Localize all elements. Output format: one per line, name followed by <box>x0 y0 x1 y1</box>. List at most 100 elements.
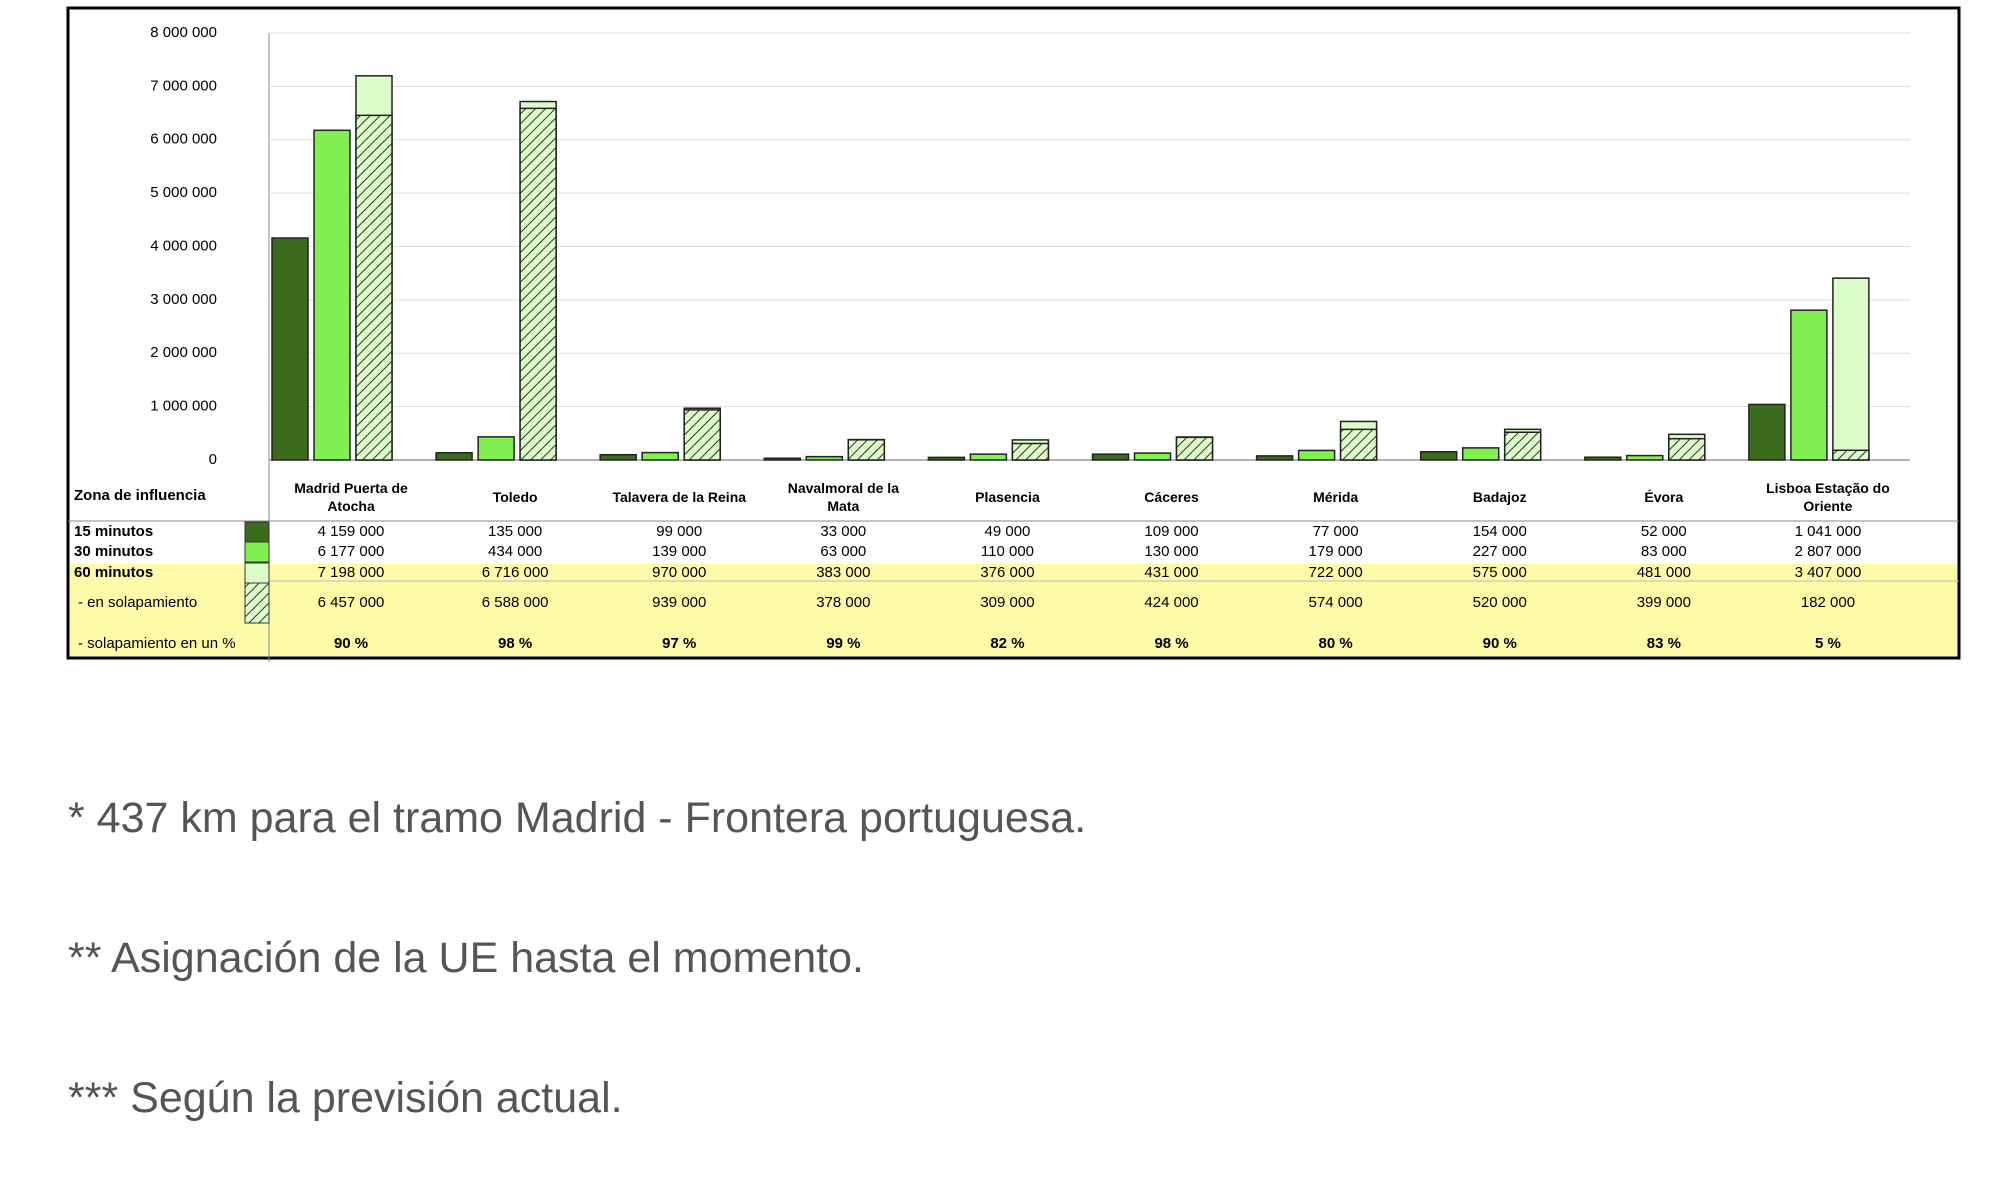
footnote: ** Asignación de la UE hasta el momento. <box>68 934 864 982</box>
overlap-bar <box>847 439 886 461</box>
table-value: 481 000 <box>1637 564 1691 581</box>
table-value: 139 000 <box>652 543 706 560</box>
legend-label: 60 minutos <box>74 564 153 581</box>
table-value: 4 159 000 <box>318 523 385 540</box>
overlap-bar <box>1175 436 1214 461</box>
y-tick-label: 0 <box>209 451 217 468</box>
highlight-band <box>68 564 1959 656</box>
table-value: 52 000 <box>1641 523 1687 540</box>
overlap-bar <box>1832 449 1870 461</box>
frame <box>66 6 1961 660</box>
y-tick-label: 1 000 000 <box>150 398 217 415</box>
y-tick-label: 3 000 000 <box>150 291 217 308</box>
table-percent: 97 % <box>662 635 696 652</box>
bar <box>313 129 351 461</box>
bar <box>805 455 844 461</box>
overlap-bar <box>1668 437 1706 461</box>
overlap-bar <box>519 107 557 461</box>
x-tick-label: Toledo <box>492 489 538 505</box>
table-value: 383 000 <box>816 564 870 581</box>
table-value: 135 000 <box>488 523 542 540</box>
table-value: 574 000 <box>1309 594 1363 611</box>
table-value: 376 000 <box>980 564 1034 581</box>
table-percent: 80 % <box>1319 635 1353 652</box>
bar <box>1832 277 1870 461</box>
y-tick-label: 7 000 000 <box>150 77 217 94</box>
bar <box>1419 451 1458 461</box>
legend-label: - solapamiento en un % <box>78 635 236 652</box>
table-value: 378 000 <box>816 594 870 611</box>
x-tick-label: Badajoz <box>1472 489 1527 505</box>
row-header: Zona de influencia <box>74 487 206 504</box>
table-value: 2 807 000 <box>1795 543 1862 560</box>
table-value: 434 000 <box>488 543 542 560</box>
table-value: 424 000 <box>1144 594 1198 611</box>
table-value: 431 000 <box>1144 564 1198 581</box>
table-percent: 82 % <box>990 635 1024 652</box>
table-percent: 90 % <box>334 635 368 652</box>
table-percent: 98 % <box>1154 635 1188 652</box>
table-value: 939 000 <box>652 594 706 611</box>
legend-swatch <box>244 562 270 584</box>
table-value: 49 000 <box>985 523 1031 540</box>
bar <box>969 453 1008 461</box>
table-percent: 98 % <box>498 635 532 652</box>
legend-swatch <box>244 541 270 563</box>
bar <box>1584 456 1622 461</box>
bar <box>1255 455 1294 461</box>
y-tick-label: 5 000 000 <box>150 184 217 201</box>
table-value: 309 000 <box>980 594 1034 611</box>
bar <box>1091 453 1130 461</box>
overlap-bar <box>683 409 721 461</box>
x-tick-label: Talavera de la Reina <box>612 489 747 505</box>
x-tick-label: Cáceres <box>1144 489 1199 505</box>
legend-swatch <box>244 582 270 624</box>
bar <box>1461 447 1500 461</box>
legend-label: 30 minutos <box>74 543 153 560</box>
table-percent: 83 % <box>1647 635 1681 652</box>
table-value: 99 000 <box>656 523 702 540</box>
table-percent: 99 % <box>826 635 860 652</box>
legend-swatch <box>244 521 270 543</box>
table-value: 970 000 <box>652 564 706 581</box>
footnote: * 437 km para el tramo Madrid - Frontera… <box>68 794 1087 842</box>
table-value: 575 000 <box>1473 564 1527 581</box>
table-value: 3 407 000 <box>1795 564 1862 581</box>
table-percent: 5 % <box>1815 635 1841 652</box>
footnote: *** Según la previsión actual. <box>68 1074 623 1122</box>
table-value: 109 000 <box>1144 523 1198 540</box>
overlap-bar <box>1339 428 1378 461</box>
table-value: 1 041 000 <box>1795 523 1862 540</box>
bar <box>477 436 515 461</box>
table-value: 399 000 <box>1637 594 1691 611</box>
table-value: 77 000 <box>1313 523 1359 540</box>
legend-label: 15 minutos <box>74 523 153 540</box>
x-tick-label: Madrid Puerta de Atocha <box>294 480 408 514</box>
table-value: 154 000 <box>1473 523 1527 540</box>
bar <box>1790 309 1828 461</box>
bar <box>271 237 309 461</box>
overlap-bar <box>1503 431 1542 461</box>
table-value: 520 000 <box>1473 594 1527 611</box>
table-value: 6 716 000 <box>482 564 549 581</box>
bar <box>927 456 966 461</box>
table-value: 6 177 000 <box>318 543 385 560</box>
y-tick-label: 4 000 000 <box>150 237 217 254</box>
bar <box>763 457 802 461</box>
x-tick-label: Lisboa Estação do Oriente <box>1766 480 1890 514</box>
x-tick-label: Plasencia <box>975 489 1040 505</box>
table-value: 7 198 000 <box>318 564 385 581</box>
x-tick-label: Navalmoral de la Mata <box>787 480 899 514</box>
x-tick-label: Mérida <box>1313 489 1359 505</box>
legend-label: - en solapamiento <box>78 594 197 611</box>
table-value: 179 000 <box>1309 543 1363 560</box>
bar <box>435 452 473 461</box>
table-percent: 90 % <box>1483 635 1517 652</box>
table-value: 722 000 <box>1309 564 1363 581</box>
table-value: 110 000 <box>981 543 1034 560</box>
table-value: 63 000 <box>820 543 866 560</box>
x-tick-label: Évora <box>1644 489 1684 505</box>
table-value: 6 457 000 <box>318 594 385 611</box>
